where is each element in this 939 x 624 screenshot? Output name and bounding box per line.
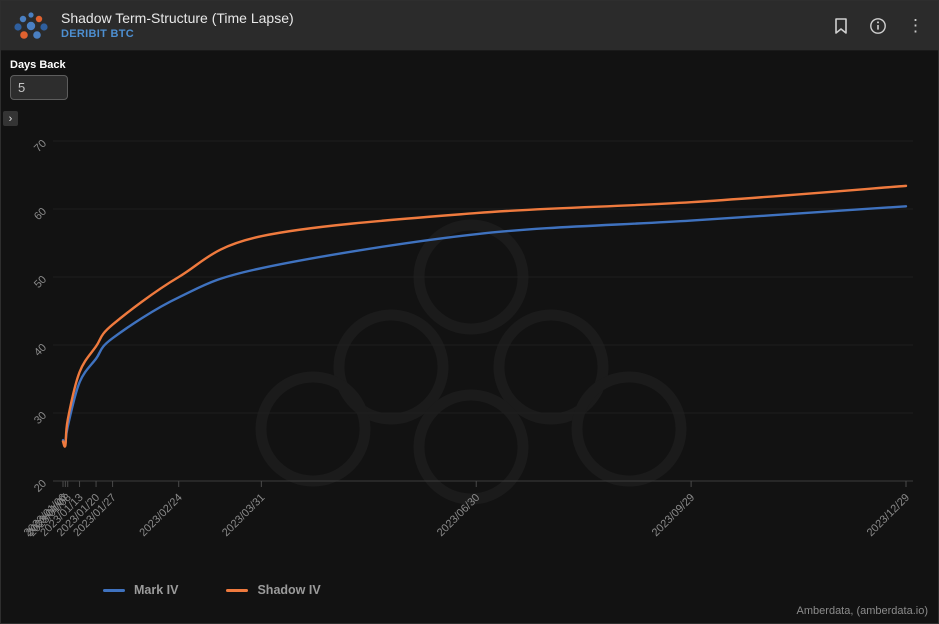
- header-actions: ⋮: [831, 15, 926, 37]
- more-menu-button[interactable]: ⋮: [905, 16, 926, 36]
- svg-text:2023/02/24: 2023/02/24: [137, 492, 184, 539]
- days-back-control: Days Back: [10, 59, 68, 100]
- header-titles: Shadow Term-Structure (Time Lapse) DERIB…: [61, 11, 819, 40]
- chart-area[interactable]: 20 30 40 50 60 70 2023/01/06 2023/01/07 2023/01/…: [1, 129, 938, 581]
- svg-text:70: 70: [32, 138, 49, 155]
- chart-legend: Mark IV Shadow IV: [103, 583, 321, 597]
- instrument-label: DERIBIT BTC: [61, 28, 134, 40]
- bookmark-button[interactable]: [831, 15, 851, 37]
- attribution-text: Amberdata, (amberdata.io): [796, 605, 928, 617]
- term-structure-chart: 2030405060702023/01/062023/01/072023/01/…: [22, 138, 913, 539]
- kebab-menu-icon: ⋮: [907, 15, 924, 35]
- svg-text:40: 40: [32, 342, 49, 359]
- svg-text:30: 30: [32, 410, 49, 427]
- svg-text:2023/09/29: 2023/09/29: [650, 492, 697, 539]
- info-button[interactable]: [867, 15, 889, 37]
- svg-text:50: 50: [32, 274, 49, 291]
- amberdata-logo: [14, 11, 48, 39]
- legend-swatch-shadow-iv: [226, 588, 249, 592]
- info-icon: [870, 17, 886, 34]
- legend-label-shadow-iv: Shadow IV: [257, 583, 321, 597]
- legend-label-mark-iv: Mark IV: [134, 583, 179, 597]
- bookmark-icon: [835, 17, 847, 34]
- svg-text:60: 60: [32, 206, 49, 223]
- collapse-panel-button[interactable]: ›: [3, 111, 18, 126]
- legend-swatch-mark-iv: [103, 588, 125, 592]
- page-title: Shadow Term-Structure (Time Lapse): [61, 11, 294, 26]
- legend-item-mark-iv[interactable]: Mark IV: [103, 583, 178, 597]
- legend-item-shadow-iv[interactable]: Shadow IV: [226, 583, 321, 597]
- days-back-label: Days Back: [10, 59, 66, 71]
- svg-text:2023/12/29: 2023/12/29: [865, 492, 912, 539]
- svg-text:2023/03/31: 2023/03/31: [220, 492, 267, 539]
- days-back-input[interactable]: [10, 75, 68, 100]
- svg-text:20: 20: [32, 478, 49, 495]
- widget-header: Shadow Term-Structure (Time Lapse) DERIB…: [1, 1, 938, 51]
